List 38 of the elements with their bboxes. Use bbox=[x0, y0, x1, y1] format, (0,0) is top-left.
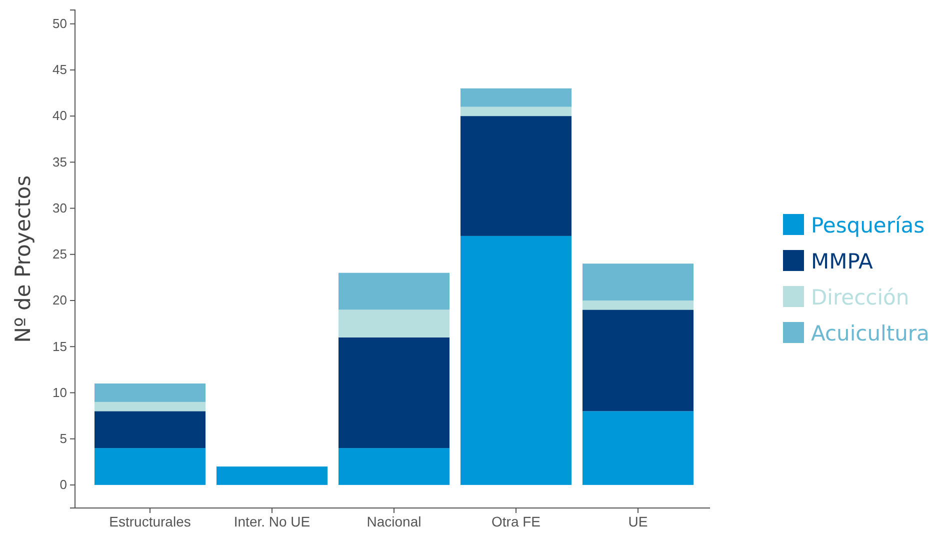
legend-label: Pesquerías bbox=[811, 213, 925, 238]
y-tick-label: 15 bbox=[52, 338, 67, 354]
bar bbox=[94, 411, 206, 448]
bar bbox=[582, 310, 694, 412]
bar bbox=[338, 272, 450, 310]
bar bbox=[216, 466, 328, 485]
legend-label: Dirección bbox=[811, 285, 910, 310]
bar bbox=[582, 264, 694, 300]
y-tick-label: 20 bbox=[52, 292, 67, 308]
bar bbox=[338, 448, 450, 485]
x-tick-label: Inter. No UE bbox=[234, 514, 310, 530]
y-tick-label: 50 bbox=[52, 16, 67, 31]
bar bbox=[94, 402, 206, 412]
bar bbox=[460, 88, 572, 107]
bar bbox=[338, 337, 450, 448]
y-axis-title: Nº de Proyectos bbox=[11, 175, 35, 343]
bar bbox=[338, 310, 450, 338]
bar bbox=[94, 384, 206, 402]
x-tick-label: Nacional bbox=[366, 514, 422, 530]
y-tick-label: 5 bbox=[60, 430, 67, 446]
legend-label: Acuicultura bbox=[811, 321, 930, 346]
y-tick-label: 0 bbox=[60, 477, 67, 492]
legend-label: MMPA bbox=[811, 249, 874, 274]
y-tick-label: 40 bbox=[52, 108, 67, 124]
x-tick-label: Estructurales bbox=[109, 514, 191, 530]
x-tick-label: Otra FE bbox=[491, 514, 541, 530]
y-tick-label: 45 bbox=[52, 62, 67, 78]
x-tick-label: UE bbox=[628, 514, 648, 530]
bar bbox=[582, 411, 694, 485]
y-tick-label: 25 bbox=[52, 246, 67, 262]
y-tick-label: 35 bbox=[52, 154, 67, 170]
bar bbox=[460, 106, 572, 116]
y-tick-label: 10 bbox=[52, 384, 67, 400]
bar bbox=[94, 448, 206, 485]
bar bbox=[460, 236, 572, 485]
bar bbox=[582, 300, 694, 310]
bar bbox=[460, 116, 572, 236]
y-tick-label: 30 bbox=[52, 200, 67, 216]
